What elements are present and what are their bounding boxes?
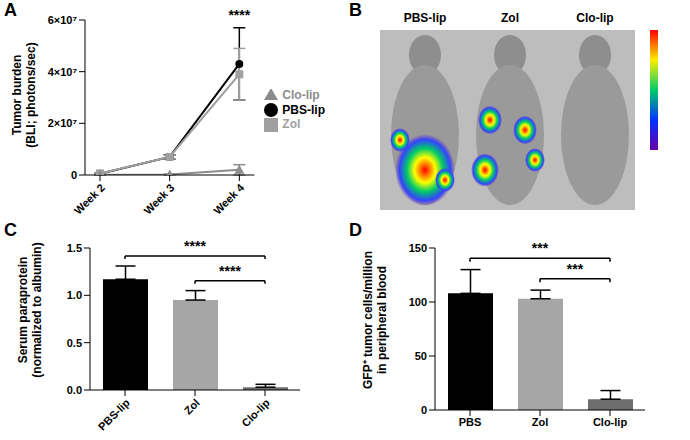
svg-text:0.0: 0.0 — [67, 384, 82, 396]
svg-text:***: *** — [567, 261, 584, 277]
svg-text:Clo-lip: Clo-lip — [239, 396, 272, 429]
html-text:D: D — [349, 220, 362, 240]
html-text:C: C — [4, 220, 17, 240]
svg-text:Week 2: Week 2 — [72, 181, 107, 216]
svg-text:4×10⁷: 4×10⁷ — [48, 66, 78, 78]
svg-text:Zol: Zol — [182, 396, 202, 416]
html-text:Serum paraprotein: Serum paraprotein — [16, 256, 30, 364]
html-text:B: B — [349, 0, 362, 20]
svg-text:PBS: PBS — [459, 416, 482, 428]
html-text:(BLI; photons/sec): (BLI; photons/sec) — [24, 42, 38, 148]
svg-text:****: **** — [228, 7, 250, 23]
svg-text:100: 100 — [409, 296, 427, 308]
svg-text:****: **** — [184, 238, 206, 254]
svg-text:PBS-lip: PBS-lip — [96, 396, 132, 432]
svg-text:0: 0 — [71, 169, 77, 181]
svg-text:Zol: Zol — [532, 416, 549, 428]
svg-text:50: 50 — [415, 350, 427, 362]
html-text:Zol: Zol — [282, 117, 301, 132]
svg-text:0: 0 — [421, 404, 427, 416]
svg-text:Zol: Zol — [501, 11, 519, 25]
svg-text:6×10⁷: 6×10⁷ — [48, 14, 78, 26]
svg-text:0.5: 0.5 — [67, 337, 82, 349]
svg-text:150: 150 — [409, 242, 427, 254]
html-text:Tumor burden: Tumor burden — [10, 54, 24, 136]
html-text:GFP⁺ tumor cells/million: GFP⁺ tumor cells/million — [361, 251, 375, 389]
svg-text:1.5: 1.5 — [67, 242, 82, 254]
svg-text:2×10⁷: 2×10⁷ — [48, 117, 78, 129]
html-text:(normalized to albumin): (normalized to albumin) — [30, 242, 44, 378]
html-text:in peripheral blood: in peripheral blood — [375, 266, 389, 374]
html-text:PBS-lip: PBS-lip — [282, 102, 325, 117]
svg-text:Clo-lip: Clo-lip — [576, 11, 613, 25]
svg-text:****: **** — [219, 263, 241, 279]
html-text:Clo-lip: Clo-lip — [282, 87, 320, 102]
svg-text:Week 4: Week 4 — [211, 181, 247, 217]
svg-text:PBS-lip: PBS-lip — [404, 11, 447, 25]
svg-text:Clo-lip: Clo-lip — [593, 416, 627, 428]
svg-text:1.0: 1.0 — [67, 289, 82, 301]
svg-text:***: *** — [532, 240, 549, 256]
svg-text:Week 3: Week 3 — [141, 181, 176, 216]
html-text:A: A — [4, 0, 17, 20]
